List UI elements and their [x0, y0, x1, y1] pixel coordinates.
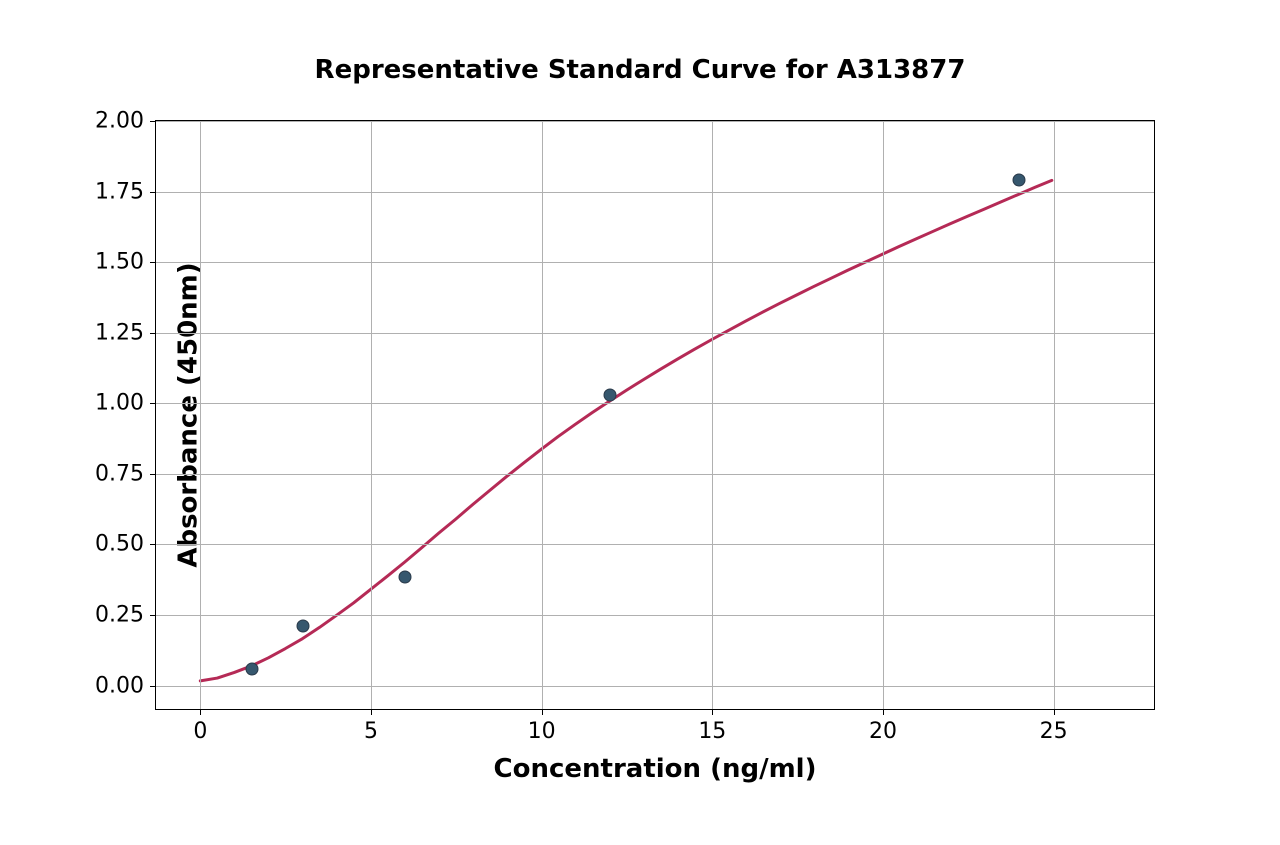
chart-title: Representative Standard Curve for A31387… — [0, 55, 1280, 85]
x-tick-label: 5 — [364, 719, 378, 744]
data-point — [603, 388, 616, 401]
grid-line-horizontal — [156, 333, 1154, 334]
data-point — [1013, 174, 1026, 187]
x-tick-label: 10 — [528, 719, 556, 744]
y-tick-label: 1.00 — [95, 391, 144, 416]
y-tick-label: 1.25 — [95, 320, 144, 345]
x-tick — [712, 709, 713, 715]
y-tick-label: 1.50 — [95, 250, 144, 275]
y-tick — [150, 192, 156, 193]
y-tick — [150, 686, 156, 687]
grid-line-vertical — [883, 121, 884, 709]
x-tick — [883, 709, 884, 715]
plot-area: Concentration (ng/ml) Absorbance (450nm)… — [155, 120, 1155, 710]
x-tick — [1054, 709, 1055, 715]
grid-line-vertical — [371, 121, 372, 709]
x-tick — [200, 709, 201, 715]
y-tick — [150, 615, 156, 616]
grid-line-horizontal — [156, 262, 1154, 263]
grid-line-horizontal — [156, 615, 1154, 616]
y-tick — [150, 403, 156, 404]
y-axis-label: Absorbance (450nm) — [174, 262, 204, 567]
y-tick-label: 2.00 — [95, 109, 144, 134]
x-tick-label: 20 — [869, 719, 897, 744]
grid-line-horizontal — [156, 544, 1154, 545]
x-tick-label: 0 — [193, 719, 207, 744]
grid-line-horizontal — [156, 686, 1154, 687]
y-tick-label: 0.00 — [95, 673, 144, 698]
y-tick — [150, 262, 156, 263]
y-tick — [150, 474, 156, 475]
y-tick — [150, 544, 156, 545]
grid-line-vertical — [542, 121, 543, 709]
data-point — [399, 570, 412, 583]
grid-line-horizontal — [156, 192, 1154, 193]
y-tick-label: 0.75 — [95, 461, 144, 486]
grid-line-vertical — [200, 121, 201, 709]
x-tick — [371, 709, 372, 715]
x-tick-label: 25 — [1040, 719, 1068, 744]
x-axis-label: Concentration (ng/ml) — [494, 754, 817, 784]
x-tick-label: 15 — [698, 719, 726, 744]
chart-container: Representative Standard Curve for A31387… — [0, 0, 1280, 845]
x-tick — [542, 709, 543, 715]
grid-line-vertical — [712, 121, 713, 709]
grid-line-horizontal — [156, 403, 1154, 404]
data-point — [245, 662, 258, 675]
data-point — [296, 620, 309, 633]
y-tick-label: 0.50 — [95, 532, 144, 557]
y-tick — [150, 121, 156, 122]
grid-line-horizontal — [156, 474, 1154, 475]
y-tick — [150, 333, 156, 334]
y-tick-label: 0.25 — [95, 603, 144, 628]
y-tick-label: 1.75 — [95, 179, 144, 204]
grid-line-vertical — [1054, 121, 1055, 709]
grid-line-horizontal — [156, 121, 1154, 122]
